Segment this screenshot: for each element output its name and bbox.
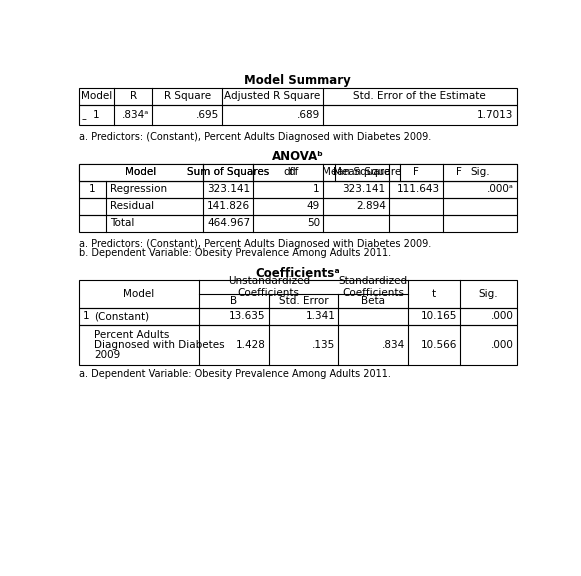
Text: Std. Error of the Estimate: Std. Error of the Estimate bbox=[353, 91, 486, 101]
Bar bbox=[79, 88, 517, 104]
Bar bbox=[79, 181, 517, 198]
Text: a. Dependent Variable: Obesity Prevalence Among Adults 2011.: a. Dependent Variable: Obesity Prevalenc… bbox=[79, 369, 390, 380]
Text: Regression: Regression bbox=[110, 184, 167, 194]
Text: –: – bbox=[81, 114, 86, 124]
Text: Sig.: Sig. bbox=[470, 167, 490, 177]
Text: F: F bbox=[413, 167, 419, 177]
Bar bbox=[79, 308, 517, 325]
Bar bbox=[79, 164, 517, 181]
Bar bbox=[79, 325, 517, 365]
Text: 1.341: 1.341 bbox=[306, 311, 335, 321]
Text: 10.165: 10.165 bbox=[421, 311, 457, 321]
Text: (Constant): (Constant) bbox=[94, 311, 149, 321]
Bar bbox=[79, 215, 517, 232]
Text: Percent Adults: Percent Adults bbox=[94, 330, 170, 340]
Text: 50: 50 bbox=[307, 218, 320, 228]
Text: 10.566: 10.566 bbox=[421, 340, 457, 350]
Text: a. Predictors: (Constant), Percent Adults Diagnosed with Diabetes 2009.: a. Predictors: (Constant), Percent Adult… bbox=[79, 239, 431, 249]
Text: B: B bbox=[230, 296, 238, 306]
Text: Sum of Squares: Sum of Squares bbox=[187, 167, 269, 177]
Text: Sum of Squares: Sum of Squares bbox=[187, 167, 269, 177]
Text: Mean Square: Mean Square bbox=[333, 167, 401, 177]
Text: .695: .695 bbox=[196, 109, 219, 120]
Text: 111.643: 111.643 bbox=[397, 184, 440, 194]
Text: 141.826: 141.826 bbox=[207, 201, 250, 211]
Text: Residual: Residual bbox=[110, 201, 154, 211]
Text: df: df bbox=[283, 167, 293, 177]
Text: 1: 1 bbox=[93, 109, 99, 120]
Text: 1.7013: 1.7013 bbox=[477, 109, 514, 120]
Text: Beta: Beta bbox=[361, 296, 385, 306]
Text: R: R bbox=[130, 91, 137, 101]
Text: 323.141: 323.141 bbox=[207, 184, 250, 194]
Text: 1.428: 1.428 bbox=[236, 340, 266, 350]
Text: Unstandardized
Coefficients: Unstandardized Coefficients bbox=[228, 276, 310, 298]
Text: 49: 49 bbox=[307, 201, 320, 211]
Text: 1: 1 bbox=[313, 184, 320, 194]
Bar bbox=[79, 164, 517, 181]
Text: 1: 1 bbox=[83, 311, 89, 321]
Bar bbox=[79, 164, 517, 181]
Text: df: df bbox=[289, 167, 299, 177]
Text: ANOVAᵇ: ANOVAᵇ bbox=[272, 150, 324, 164]
Text: .135: .135 bbox=[312, 340, 335, 350]
Text: F: F bbox=[456, 167, 461, 177]
Text: Mean Square: Mean Square bbox=[322, 167, 390, 177]
Text: 13.635: 13.635 bbox=[229, 311, 266, 321]
Bar bbox=[79, 198, 517, 215]
Text: Model: Model bbox=[81, 91, 112, 101]
Text: Coefficientsᵃ: Coefficientsᵃ bbox=[256, 267, 340, 280]
Text: .000: .000 bbox=[491, 311, 514, 321]
Text: Model: Model bbox=[125, 167, 156, 177]
Text: Adjusted R Square: Adjusted R Square bbox=[224, 91, 321, 101]
Text: .000ᵃ: .000ᵃ bbox=[487, 184, 514, 194]
Text: Diagnosed with Diabetes: Diagnosed with Diabetes bbox=[94, 340, 225, 350]
Text: b. Dependent Variable: Obesity Prevalence Among Adults 2011.: b. Dependent Variable: Obesity Prevalenc… bbox=[79, 248, 391, 258]
Text: 1: 1 bbox=[89, 184, 96, 194]
Text: .000: .000 bbox=[491, 340, 514, 350]
Text: .834ᵃ: .834ᵃ bbox=[122, 109, 149, 120]
Text: 323.141: 323.141 bbox=[343, 184, 386, 194]
Text: t: t bbox=[432, 289, 436, 299]
Text: Total: Total bbox=[110, 218, 134, 228]
Text: 2.894: 2.894 bbox=[356, 201, 386, 211]
Text: Standardized
Coefficients: Standardized Coefficients bbox=[339, 276, 408, 298]
Text: Sig.: Sig. bbox=[479, 289, 498, 299]
Text: .689: .689 bbox=[296, 109, 320, 120]
Text: Std. Error: Std. Error bbox=[279, 296, 328, 306]
Bar bbox=[79, 280, 517, 308]
Text: R Square: R Square bbox=[164, 91, 211, 101]
Text: a. Predictors: (Constant), Percent Adults Diagnosed with Diabetes 2009.: a. Predictors: (Constant), Percent Adult… bbox=[79, 132, 431, 142]
Text: Model Summary: Model Summary bbox=[245, 74, 351, 87]
Text: .834: .834 bbox=[382, 340, 405, 350]
Text: Model: Model bbox=[125, 167, 156, 177]
Text: Model: Model bbox=[123, 289, 155, 299]
Text: 2009: 2009 bbox=[94, 350, 121, 360]
Text: 464.967: 464.967 bbox=[207, 218, 250, 228]
Bar bbox=[79, 104, 517, 124]
